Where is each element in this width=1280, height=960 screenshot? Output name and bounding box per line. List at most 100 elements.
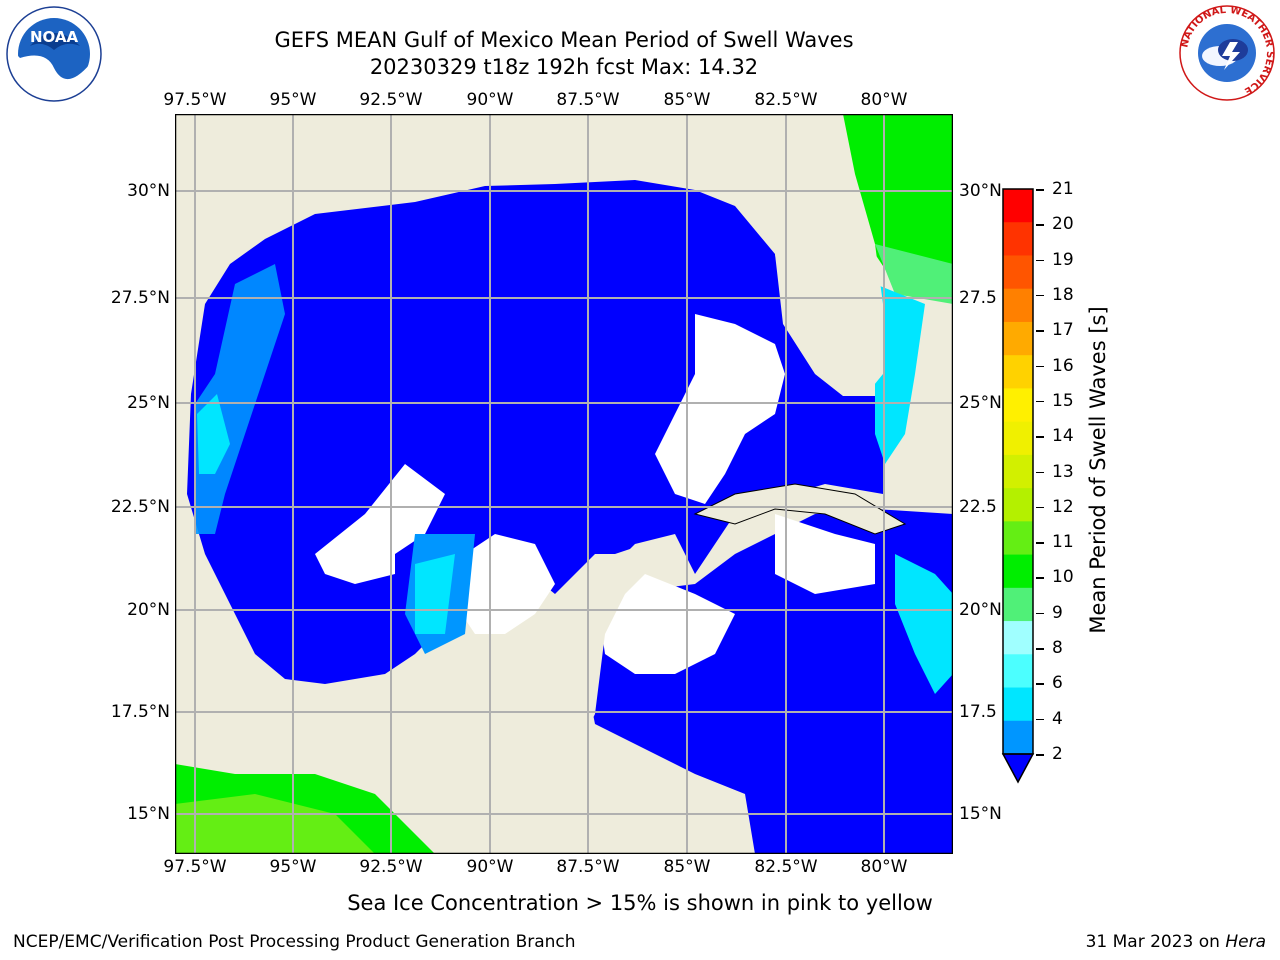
no-data-patch: [775, 514, 875, 594]
lon-label-top: 90°W: [466, 90, 514, 110]
colorbar-tick-label: 19: [1052, 249, 1074, 270]
colorbar-graphic: [1001, 188, 1035, 784]
florida-land: [775, 114, 883, 396]
colorbar-tick: [1036, 471, 1044, 473]
colorbar-segment: [1003, 521, 1033, 556]
noaa-logo: NOAA: [6, 6, 102, 102]
map-gridlines: [175, 114, 953, 854]
colorbar-tick: [1036, 189, 1044, 191]
lat-label-right: 17.5: [959, 702, 997, 722]
colorbar-tick: [1036, 506, 1044, 509]
colorbar-tick: [1036, 577, 1044, 579]
lon-label-bottom: 92.5°W: [359, 857, 423, 877]
cuba-land: [693, 483, 907, 535]
footer-credit: NCEP/EMC/Verification Post Processing Pr…: [13, 932, 576, 952]
colorbar-tick: [1036, 259, 1044, 262]
colorbar-tick-label: 11: [1052, 532, 1074, 553]
nws-logo: NATIONAL WEATHER SERVICE: [1178, 4, 1276, 102]
colorbar-extend-arrow: [1001, 753, 1035, 784]
colorbar-tick-label: 16: [1052, 355, 1074, 376]
gulf-map: [174, 113, 954, 855]
colorbar-tick: [1036, 365, 1044, 368]
swell-10-11s: [843, 114, 953, 294]
lon-label-top: 85°W: [663, 90, 711, 110]
colorbar-tick: [1036, 612, 1044, 615]
colorbar-segment: [1003, 321, 1033, 356]
colorbar-tick-label: 18: [1052, 284, 1074, 305]
colorbar-tick-label: 13: [1052, 461, 1074, 482]
colorbar-tick-label: 10: [1052, 567, 1074, 588]
colorbar-tick-label: 17: [1052, 320, 1074, 341]
map-panel: [174, 113, 954, 855]
lat-label-left: 30°N: [127, 181, 170, 201]
lat-label-right: 20°N: [959, 600, 1002, 620]
lat-label-right: 15°N: [959, 804, 1002, 824]
lon-label-top: 82.5°W: [754, 90, 818, 110]
lat-label-left: 25°N: [127, 393, 170, 413]
colorbar-tick: [1036, 400, 1044, 403]
colorbar-segment: [1003, 654, 1033, 689]
lat-label-left: 17.5°N: [110, 702, 170, 722]
footer-date: 31 Mar 2023 on Hera: [1086, 932, 1266, 952]
colorbar-tick-label: 6: [1052, 673, 1063, 694]
swell-4-6s: [875, 284, 925, 464]
lon-label-bottom: 85°W: [663, 857, 711, 877]
colorbar: [1000, 186, 1036, 786]
colorbar-segment: [1003, 222, 1033, 256]
colorbar-tick-label: 15: [1052, 390, 1074, 411]
colorbar-segment: [1003, 587, 1033, 622]
lat-label-left: 20°N: [127, 600, 170, 620]
colorbar-segment: [1003, 288, 1033, 323]
colorbar-tick: [1036, 683, 1044, 685]
lon-label-bottom: 95°W: [269, 857, 317, 877]
lat-label-left: 27.5°N: [110, 288, 170, 308]
lon-label-bottom: 87.5°W: [556, 857, 620, 877]
footer-date-text: 31 Mar 2023 on: [1085, 932, 1226, 952]
colorbar-tick: [1036, 224, 1044, 226]
colorbar-tick-label: 12: [1052, 496, 1074, 517]
colorbar-tick: [1036, 294, 1044, 297]
colorbar-tick-label: 20: [1052, 214, 1074, 235]
colorbar-tick: [1036, 718, 1044, 721]
swell-4-6s: [415, 554, 455, 634]
colorbar-tick-label: 14: [1052, 426, 1074, 447]
colorbar-segment: [1003, 720, 1033, 755]
lat-label-right: 30°N: [959, 181, 1002, 201]
map-title: GEFS MEAN Gulf of Mexico Mean Period of …: [274, 28, 854, 52]
noaa-logo-text: NOAA: [30, 28, 79, 46]
colorbar-tick-label: 8: [1052, 638, 1063, 659]
colorbar-segment: [1003, 355, 1033, 389]
no-data-patch: [315, 464, 445, 584]
lon-label-top: 95°W: [269, 90, 317, 110]
colorbar-tick-label: 21: [1052, 179, 1074, 199]
colorbar-segment: [1003, 687, 1033, 722]
colorbar-segment: [1003, 189, 1033, 223]
lat-label-left: 22.5°N: [110, 497, 170, 517]
colorbar-tick: [1036, 754, 1044, 756]
colorbar-title: Mean Period of Swell Waves [s]: [1086, 306, 1110, 634]
colorbar-segment: [1003, 388, 1033, 423]
pacific-swell-11-12s: [175, 794, 375, 854]
colorbar-segment: [1003, 554, 1033, 589]
sea-ice-note-text: Sea Ice Concentration > 15% is shown in …: [347, 891, 933, 915]
lat-label-left: 15°N: [127, 804, 170, 824]
colorbar-tick: [1036, 436, 1044, 438]
lon-label-bottom: 82.5°W: [754, 857, 818, 877]
colorbar-segment: [1003, 454, 1033, 489]
lat-label-right: 25°N: [959, 393, 1002, 413]
colorbar-segment: [1003, 255, 1033, 290]
lat-label-right: 22.5: [959, 497, 997, 517]
lon-label-top: 92.5°W: [359, 90, 423, 110]
colorbar-segment: [1003, 421, 1033, 456]
colorbar-tick-label: 9: [1052, 602, 1063, 623]
colorbar-segment: [1003, 621, 1033, 655]
map-frame: [174, 113, 954, 855]
footer-machine: Hera: [1225, 932, 1266, 952]
colorbar-tick: [1036, 542, 1044, 544]
colorbar-frame: [1002, 188, 1034, 755]
lat-label-right: 27.5: [959, 288, 997, 308]
swell-9-10s: [875, 244, 953, 304]
colorbar-tick: [1036, 648, 1044, 650]
lon-label-bottom: 80°W: [860, 857, 908, 877]
swell-4-6s: [197, 394, 230, 474]
